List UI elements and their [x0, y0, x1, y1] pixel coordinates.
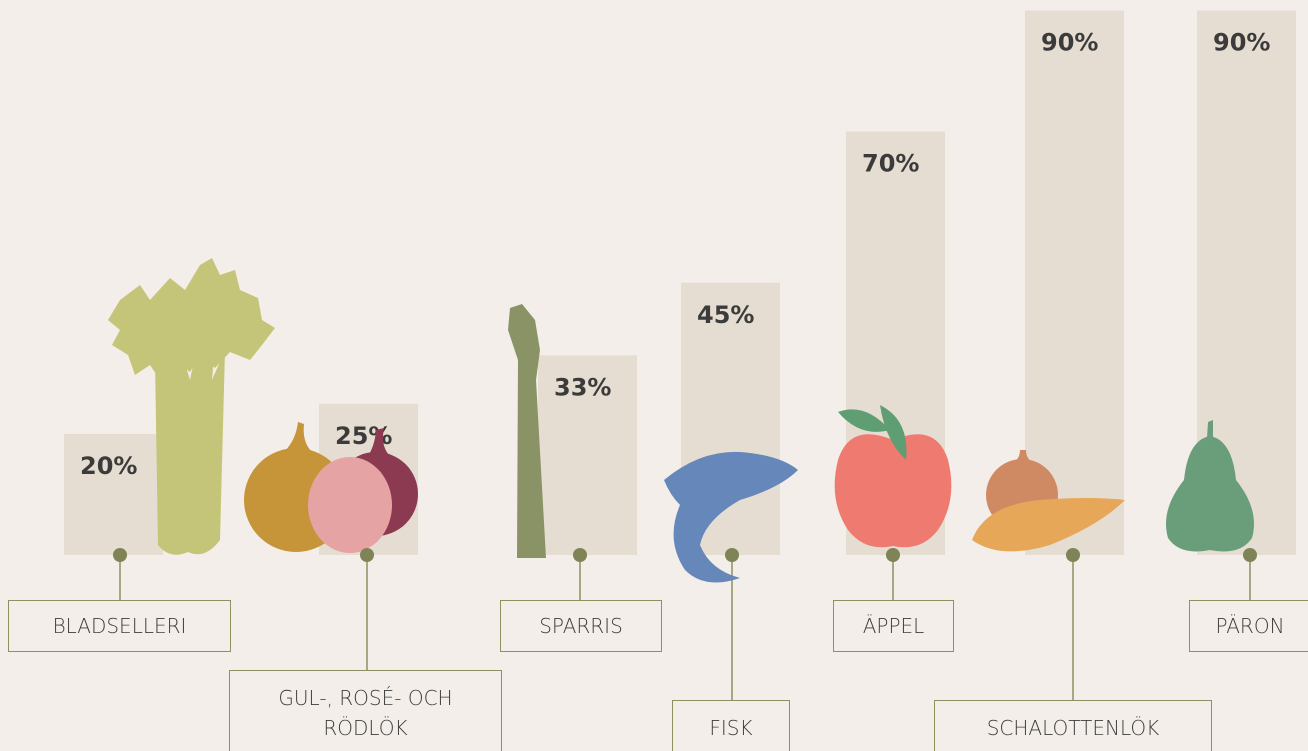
category-label: ÄPPEL — [833, 600, 954, 652]
category-label: GUL-, ROSÉ- OCH RÖDLÖK — [229, 670, 502, 751]
dot — [1066, 548, 1080, 562]
yellow-onion-top — [284, 422, 312, 452]
category-label: BLADSELLERI — [8, 600, 231, 652]
category-label: FISK — [672, 700, 790, 751]
value-label: 20% — [80, 452, 137, 480]
dot — [113, 548, 127, 562]
pink-onion — [308, 457, 392, 553]
category-label: SCHALOTTENLÖK — [934, 700, 1212, 751]
value-label: 70% — [862, 150, 919, 178]
infographic: 20%25%33%45%70%90%90% BLADSELLERIGUL-, R… — [0, 0, 1308, 751]
value-label: 33% — [554, 373, 611, 401]
dot — [886, 548, 900, 562]
celery-leaves — [108, 258, 275, 380]
dot — [1243, 548, 1257, 562]
dot — [573, 548, 587, 562]
dot — [360, 548, 374, 562]
category-label: PÄRON — [1189, 600, 1308, 652]
value-label: 45% — [697, 301, 754, 329]
value-label: 90% — [1213, 29, 1270, 57]
value-label: 90% — [1041, 29, 1098, 57]
category-label: SPARRIS — [500, 600, 662, 652]
apple — [835, 434, 952, 547]
dot — [725, 548, 739, 562]
